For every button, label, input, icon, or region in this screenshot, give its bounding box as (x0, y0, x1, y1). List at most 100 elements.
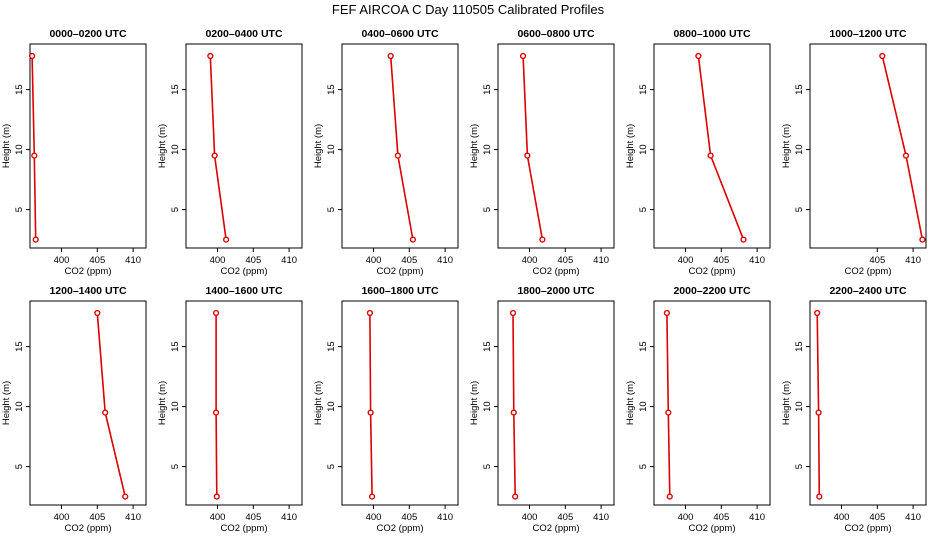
y-tick-label: 15 (14, 341, 25, 352)
y-tick-label: 5 (326, 207, 337, 212)
x-tick-label: 400 (522, 512, 538, 523)
profile-point (512, 493, 519, 500)
plot-frame (497, 43, 615, 249)
panel-8: 1600–1800 UTC 400 405 410 5 10 15 CO2 (ppm) Heig… (313, 285, 459, 534)
x-tick-label: 410 (437, 255, 453, 266)
y-tick-label: 5 (794, 464, 805, 469)
profile-point (740, 236, 747, 243)
x-tick-label: 410 (905, 512, 921, 523)
profile-point (29, 52, 36, 60)
x-tick-label: 410 (593, 512, 609, 523)
x-tick-label: 410 (125, 255, 141, 266)
y-axis-label: Height (m) (313, 124, 324, 168)
x-tick-label: 410 (281, 512, 297, 523)
x-axis-label: CO2 (ppm) (221, 523, 268, 534)
x-axis-label: CO2 (ppm) (845, 523, 892, 534)
y-axis-label: Height (m) (157, 124, 168, 168)
plot-frame (341, 300, 459, 506)
profile-line (697, 55, 745, 240)
y-tick-label: 10 (170, 401, 181, 412)
panel-title: 0000–0200 UTC (49, 28, 126, 40)
panel-title: 1800–2000 UTC (517, 285, 594, 297)
profile-point (367, 409, 374, 416)
profile-point (387, 52, 394, 60)
panel-6: 1200–1400 UTC 400 405 410 5 10 15 CO2 (ppm) Heig… (1, 285, 147, 534)
plot-frame (185, 300, 303, 506)
profile-point (663, 309, 670, 317)
y-tick-label: 15 (794, 84, 805, 95)
y-tick-label: 10 (326, 401, 337, 412)
y-tick-label: 10 (170, 144, 181, 155)
x-tick-label: 400 (366, 255, 382, 266)
profile-point (32, 236, 39, 243)
y-axis-label: Height (m) (781, 381, 792, 425)
profile-point (879, 52, 886, 60)
y-tick-label: 15 (170, 84, 181, 95)
y-axis-label: Height (m) (469, 381, 480, 425)
x-tick-label: 405 (401, 255, 417, 266)
profile-point (902, 152, 910, 159)
profile-point (666, 493, 673, 500)
profile-point (207, 52, 214, 60)
y-axis-label: Height (m) (625, 124, 636, 168)
x-tick-label: 400 (210, 512, 226, 523)
y-axis-label: Height (m) (1, 381, 12, 425)
profile-point (211, 152, 218, 159)
y-tick-label: 5 (14, 464, 25, 469)
profile-point (222, 236, 230, 243)
x-tick-label: 410 (749, 512, 765, 523)
x-tick-label: 400 (522, 255, 538, 266)
panel-2: 0400–0600 UTC 400 405 410 5 10 15 CO2 (ppm) Heig… (313, 28, 459, 277)
x-tick-label: 410 (437, 512, 453, 523)
x-axis-label: CO2 (ppm) (533, 266, 580, 277)
x-tick-label: 400 (678, 512, 694, 523)
x-tick-label: 410 (125, 512, 141, 523)
x-tick-label: 400 (834, 512, 850, 523)
y-tick-label: 15 (326, 84, 337, 95)
panel-10: 2000–2200 UTC 400 405 410 5 10 15 CO2 (ppm) Heig… (625, 285, 771, 534)
profile-point (368, 493, 376, 500)
y-tick-label: 5 (482, 464, 493, 469)
plot-frame (29, 43, 147, 249)
profile-point (212, 409, 220, 416)
x-axis-label: CO2 (ppm) (377, 523, 424, 534)
profile-line (881, 55, 924, 240)
x-axis-label: CO2 (ppm) (689, 523, 736, 534)
x-tick-label: 405 (713, 512, 729, 523)
x-tick-label: 410 (749, 255, 765, 266)
x-axis-label: CO2 (ppm) (689, 266, 736, 277)
x-axis-label: CO2 (ppm) (377, 266, 424, 277)
plot-frame (809, 300, 927, 506)
profile-line (512, 312, 516, 497)
profile-point (519, 52, 527, 60)
panel-7: 1400–1600 UTC 400 405 410 5 10 15 CO2 (ppm) Heig… (157, 285, 303, 534)
x-axis-label: CO2 (ppm) (65, 266, 112, 277)
panel-title: 0200–0400 UTC (205, 28, 282, 40)
panel-title: 1200–1400 UTC (49, 285, 126, 297)
panel-0: 0000–0200 UTC 400 405 410 5 10 15 CO2 (ppm) Heig… (1, 28, 147, 277)
x-tick-label: 405 (713, 255, 729, 266)
panel-5: 1000–1200 UTC 405 410 5 10 15 CO2 (ppm) Height … (781, 28, 927, 277)
panel-title: 2200–2400 UTC (829, 285, 906, 297)
plot-frame (653, 300, 771, 506)
x-tick-label: 405 (89, 512, 105, 523)
plot-frame (341, 43, 459, 249)
profile-line (215, 313, 218, 497)
y-axis-label: Height (m) (469, 124, 480, 168)
profile-point (366, 309, 374, 317)
x-tick-label: 400 (54, 512, 70, 523)
plot-frame (497, 300, 615, 506)
y-axis-label: Height (m) (625, 381, 636, 425)
y-tick-label: 10 (482, 401, 493, 412)
x-axis-label: CO2 (ppm) (533, 523, 580, 534)
profile-point (510, 409, 517, 416)
profile-line (816, 312, 821, 497)
y-tick-label: 15 (482, 84, 493, 95)
profile-point (213, 493, 220, 500)
x-tick-label: 405 (557, 255, 573, 266)
y-tick-label: 15 (638, 84, 649, 95)
x-tick-label: 405 (245, 255, 261, 266)
x-tick-label: 405 (401, 512, 417, 523)
profile-line (666, 312, 671, 497)
x-tick-label: 410 (593, 255, 609, 266)
